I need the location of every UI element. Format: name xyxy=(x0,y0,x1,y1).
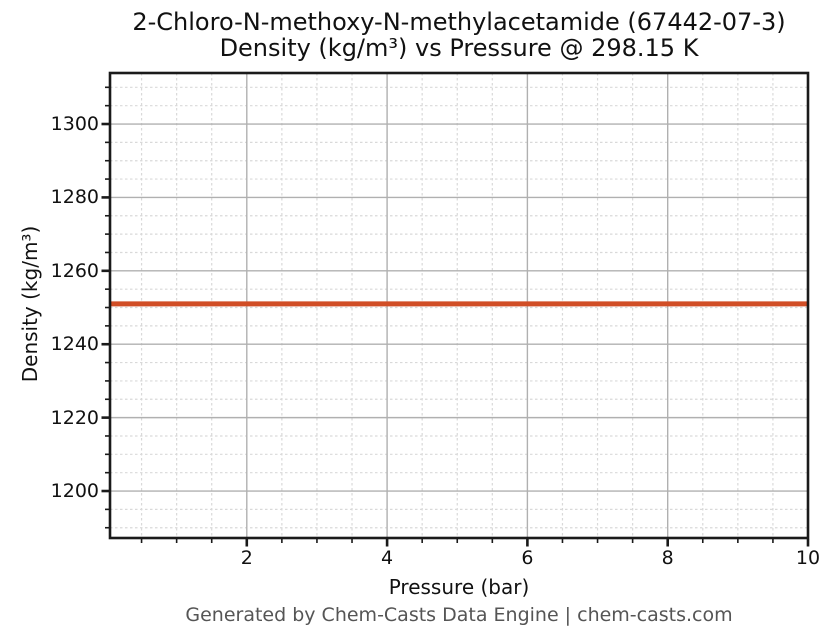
plot-border xyxy=(108,71,810,540)
y-tick-label: 1300 xyxy=(50,113,99,135)
y-axis-label: Density (kg/m³) xyxy=(18,225,42,383)
axis-ticks xyxy=(101,86,810,547)
y-tick-label: 1260 xyxy=(50,259,99,282)
x-tick-label: 2 xyxy=(240,547,253,569)
y-tick-label: 1280 xyxy=(50,186,99,209)
chart-title-line-1: 2-Chloro-N-methoxy-N-methylacetamide (67… xyxy=(132,8,786,36)
y-tick-label: 1240 xyxy=(50,333,99,356)
y-tick-label: 1220 xyxy=(50,406,99,429)
x-tick-label: 6 xyxy=(521,547,534,569)
x-axis-label: Pressure (bar) xyxy=(388,575,530,599)
x-tick-label: 4 xyxy=(381,547,394,569)
x-tick-label: 8 xyxy=(661,547,674,569)
x-tick-label: 10 xyxy=(795,547,821,569)
y-tick-label: 1200 xyxy=(50,480,99,503)
footer-credit: Generated by Chem-Casts Data Engine | ch… xyxy=(185,604,733,626)
chart-title-line-2: Density (kg/m³) vs Pressure @ 298.15 K xyxy=(219,34,699,62)
chart-title: 2-Chloro-N-methoxy-N-methylacetamide (67… xyxy=(110,9,808,61)
